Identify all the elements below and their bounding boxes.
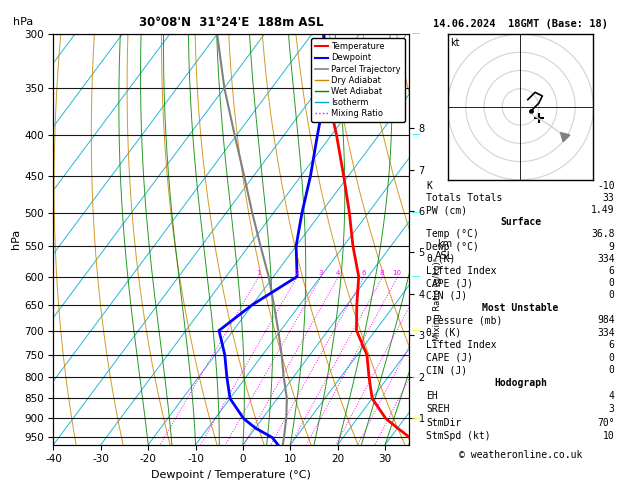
Text: © weatheronline.co.uk: © weatheronline.co.uk xyxy=(459,450,582,460)
Text: 3: 3 xyxy=(318,270,323,276)
Text: CAPE (J): CAPE (J) xyxy=(426,278,474,288)
Text: 14.06.2024  18GMT (Base: 18): 14.06.2024 18GMT (Base: 18) xyxy=(433,19,608,29)
Text: —: — xyxy=(412,414,420,423)
Text: 0: 0 xyxy=(609,290,615,300)
Text: 1: 1 xyxy=(256,270,260,276)
Text: 3: 3 xyxy=(609,404,615,415)
Text: 0: 0 xyxy=(609,353,615,363)
Text: Dewp (°C): Dewp (°C) xyxy=(426,242,479,252)
Text: 0: 0 xyxy=(609,278,615,288)
Text: Hodograph: Hodograph xyxy=(494,378,547,388)
Text: CAPE (J): CAPE (J) xyxy=(426,353,474,363)
Text: Lifted Index: Lifted Index xyxy=(426,266,497,276)
Text: 10: 10 xyxy=(392,270,401,276)
Text: Temp (°C): Temp (°C) xyxy=(426,229,479,240)
Text: CIN (J): CIN (J) xyxy=(426,365,467,375)
Text: 30°08'N  31°24'E  188m ASL: 30°08'N 31°24'E 188m ASL xyxy=(139,16,323,29)
Text: hPa: hPa xyxy=(13,17,33,27)
Y-axis label: km
ASL: km ASL xyxy=(435,240,454,261)
Text: 36.8: 36.8 xyxy=(591,229,615,240)
Text: 4: 4 xyxy=(336,270,340,276)
Text: 8: 8 xyxy=(380,270,384,276)
Text: EH: EH xyxy=(426,391,438,401)
Text: —: — xyxy=(412,130,420,139)
Text: 1.49: 1.49 xyxy=(591,205,615,215)
Text: 6: 6 xyxy=(609,266,615,276)
Legend: Temperature, Dewpoint, Parcel Trajectory, Dry Adiabat, Wet Adiabat, Isotherm, Mi: Temperature, Dewpoint, Parcel Trajectory… xyxy=(311,38,404,122)
Text: StmSpd (kt): StmSpd (kt) xyxy=(426,431,491,441)
Text: 33: 33 xyxy=(603,193,615,203)
Text: Lifted Index: Lifted Index xyxy=(426,340,497,350)
Text: 334: 334 xyxy=(597,328,615,338)
Text: 334: 334 xyxy=(597,254,615,264)
Text: Most Unstable: Most Unstable xyxy=(482,303,559,312)
Text: 10: 10 xyxy=(603,431,615,441)
Text: —: — xyxy=(412,326,420,335)
Text: K: K xyxy=(426,181,432,191)
Text: PW (cm): PW (cm) xyxy=(426,205,467,215)
Text: -10: -10 xyxy=(597,181,615,191)
Text: 4: 4 xyxy=(609,391,615,401)
Text: 984: 984 xyxy=(597,315,615,325)
Text: 2: 2 xyxy=(294,270,299,276)
Text: 9: 9 xyxy=(609,242,615,252)
Y-axis label: hPa: hPa xyxy=(11,229,21,249)
Text: —: — xyxy=(412,272,420,281)
Text: —: — xyxy=(412,373,420,382)
Text: Totals Totals: Totals Totals xyxy=(426,193,503,203)
Text: CIN (J): CIN (J) xyxy=(426,290,467,300)
X-axis label: Dewpoint / Temperature (°C): Dewpoint / Temperature (°C) xyxy=(151,470,311,480)
Text: StmDir: StmDir xyxy=(426,417,462,428)
Text: θₑ(K): θₑ(K) xyxy=(426,254,456,264)
Text: θₑ (K): θₑ (K) xyxy=(426,328,462,338)
Text: 6: 6 xyxy=(609,340,615,350)
Text: 0: 0 xyxy=(609,365,615,375)
Text: 70°: 70° xyxy=(597,417,615,428)
Text: —: — xyxy=(412,208,420,217)
Text: 6: 6 xyxy=(361,270,365,276)
Text: Pressure (mb): Pressure (mb) xyxy=(426,315,503,325)
Text: Surface: Surface xyxy=(500,217,541,227)
Text: kt: kt xyxy=(450,38,460,49)
Text: —: — xyxy=(412,30,420,38)
Text: SREH: SREH xyxy=(426,404,450,415)
Text: Mixing Ratio (g/kg): Mixing Ratio (g/kg) xyxy=(433,261,442,341)
